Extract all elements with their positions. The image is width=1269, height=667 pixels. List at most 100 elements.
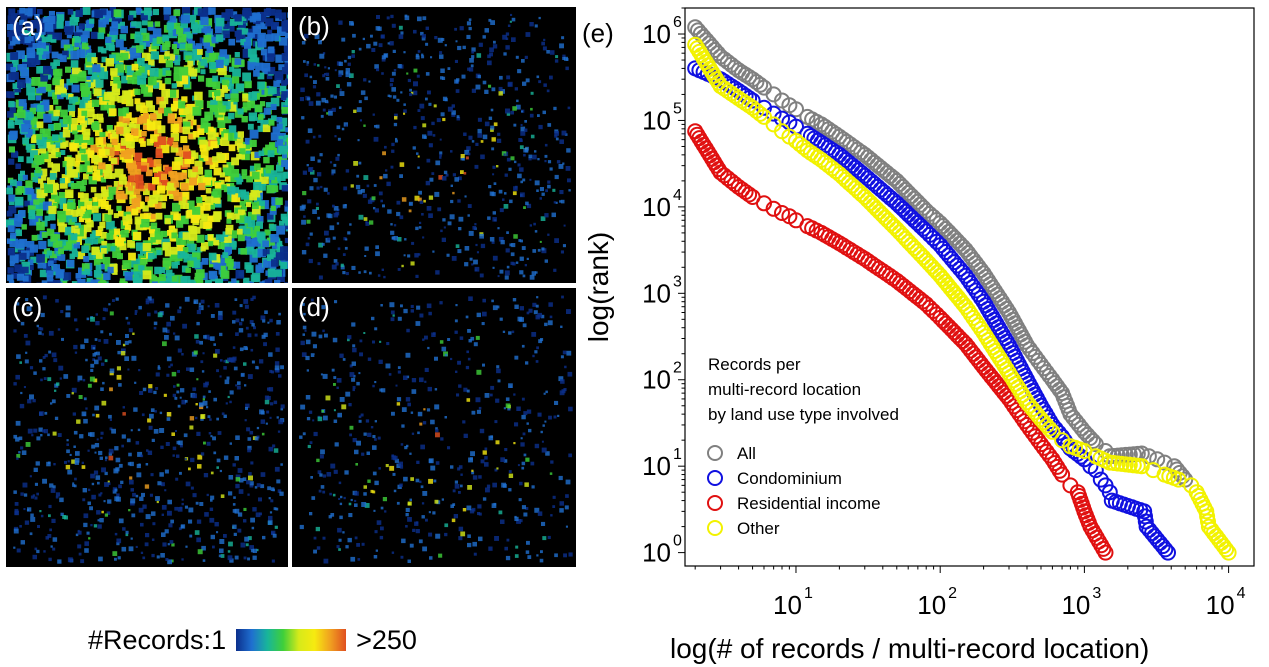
y-tick-label: 10 [642, 105, 671, 135]
legend-marker [707, 470, 723, 486]
data-point [951, 330, 968, 347]
data-point [946, 324, 963, 341]
data-point [1085, 433, 1101, 449]
x-tick-label: 10 [773, 590, 802, 620]
y-tick-exponent: 3 [673, 273, 682, 290]
data-point [935, 312, 951, 329]
data-point [1041, 420, 1058, 437]
data-point [741, 186, 758, 203]
series-layer [687, 19, 1237, 561]
legend-entry: All [737, 444, 756, 463]
map-panel-a-image [6, 7, 288, 283]
y-axis-label: log(rank) [583, 232, 614, 342]
data-point [949, 327, 966, 344]
data-point [1046, 455, 1063, 472]
y-tick-exponent: 5 [673, 100, 682, 117]
colorbar-gradient [236, 629, 347, 651]
panel-label-a: (a) [12, 11, 44, 41]
y-tick-label: 10 [642, 192, 671, 222]
y-tick-label: 10 [642, 451, 671, 481]
x-tick-exponent: 2 [948, 585, 957, 602]
data-point [1054, 466, 1071, 483]
y-tick-exponent: 0 [673, 533, 682, 550]
map-panel-b-image [299, 13, 571, 280]
series-residential-income [687, 123, 1114, 561]
data-point [894, 200, 911, 217]
panel-label-b: (b) [298, 11, 330, 41]
y-tick-exponent: 4 [673, 187, 682, 204]
data-point [1157, 541, 1174, 558]
legend-marker [707, 445, 723, 461]
y-tick-label: 10 [642, 278, 671, 308]
y-tick-label: 10 [642, 365, 671, 395]
legend-entry: Condominium [737, 469, 842, 488]
map-panel-d: (d) [292, 288, 576, 567]
data-point [1133, 458, 1150, 475]
data-point [1149, 451, 1166, 468]
data-point [903, 187, 920, 204]
data-point [1156, 454, 1173, 471]
legend-title-line-2: multi-record location [708, 380, 861, 399]
data-point [1097, 544, 1114, 561]
map-panel-b: (b) [292, 7, 576, 283]
data-point [937, 221, 954, 237]
data-point [932, 309, 949, 326]
data-point [880, 212, 896, 229]
data-point [788, 101, 804, 118]
x-tick-label: 10 [917, 590, 946, 620]
legend-marker [707, 495, 723, 511]
data-point [874, 206, 891, 223]
map-panel-c: (c) [6, 288, 288, 567]
data-point [862, 194, 879, 211]
x-axis: 10 1 10 2 10 3 10 4 [694, 566, 1246, 620]
x-tick-label: 10 [1206, 590, 1235, 620]
y-tick-label: 10 [642, 538, 671, 568]
x-tick-exponent: 3 [1092, 585, 1101, 602]
map-panel-c-image [13, 295, 285, 565]
data-point [871, 203, 888, 220]
data-point [897, 203, 914, 220]
data-point [865, 197, 882, 214]
data-point [752, 105, 769, 122]
y-tick-exponent: 6 [673, 14, 682, 31]
x-axis-label: log(# of records / multi-record location… [670, 633, 1149, 664]
data-point [868, 200, 885, 217]
data-point [1218, 541, 1235, 558]
colorbar-max-label: >250 [356, 624, 417, 655]
map-panel-a: (a) [6, 7, 288, 283]
x-tick-exponent: 1 [804, 585, 813, 602]
legend-entry: Other [737, 519, 780, 538]
chart-legend: Records per multi-record location by lan… [707, 355, 899, 538]
data-point [774, 110, 790, 127]
data-point [940, 318, 957, 335]
series-other [687, 36, 1237, 561]
data-point [1044, 423, 1061, 440]
series-condominium [687, 60, 1176, 561]
legend-title-line-1: Records per [708, 355, 801, 374]
y-tick-exponent: 2 [673, 360, 682, 377]
data-point [1170, 471, 1187, 488]
panel-label-c: (c) [12, 292, 43, 322]
data-point [765, 200, 782, 217]
data-point [883, 215, 899, 232]
data-point [1160, 544, 1176, 561]
legend-title-line-3: by land use type involved [708, 405, 899, 424]
legend-marker [707, 520, 723, 536]
data-point [752, 76, 769, 93]
y-tick-exponent: 1 [673, 446, 682, 463]
data-point [900, 184, 917, 201]
colorbar-prefix: #Records: [88, 624, 212, 655]
colorbar-legend: #Records: 1 >250 [88, 620, 417, 660]
plot-frame [684, 7, 1255, 567]
data-point [877, 209, 894, 226]
panel-label-d: (d) [298, 292, 330, 322]
data-point [1220, 544, 1237, 561]
y-tick-label: 10 [642, 19, 671, 49]
data-point [937, 315, 954, 332]
data-point [1051, 462, 1068, 479]
data-point [859, 192, 876, 208]
data-point [774, 205, 790, 221]
colorbar-min-label: 1 [211, 624, 227, 655]
